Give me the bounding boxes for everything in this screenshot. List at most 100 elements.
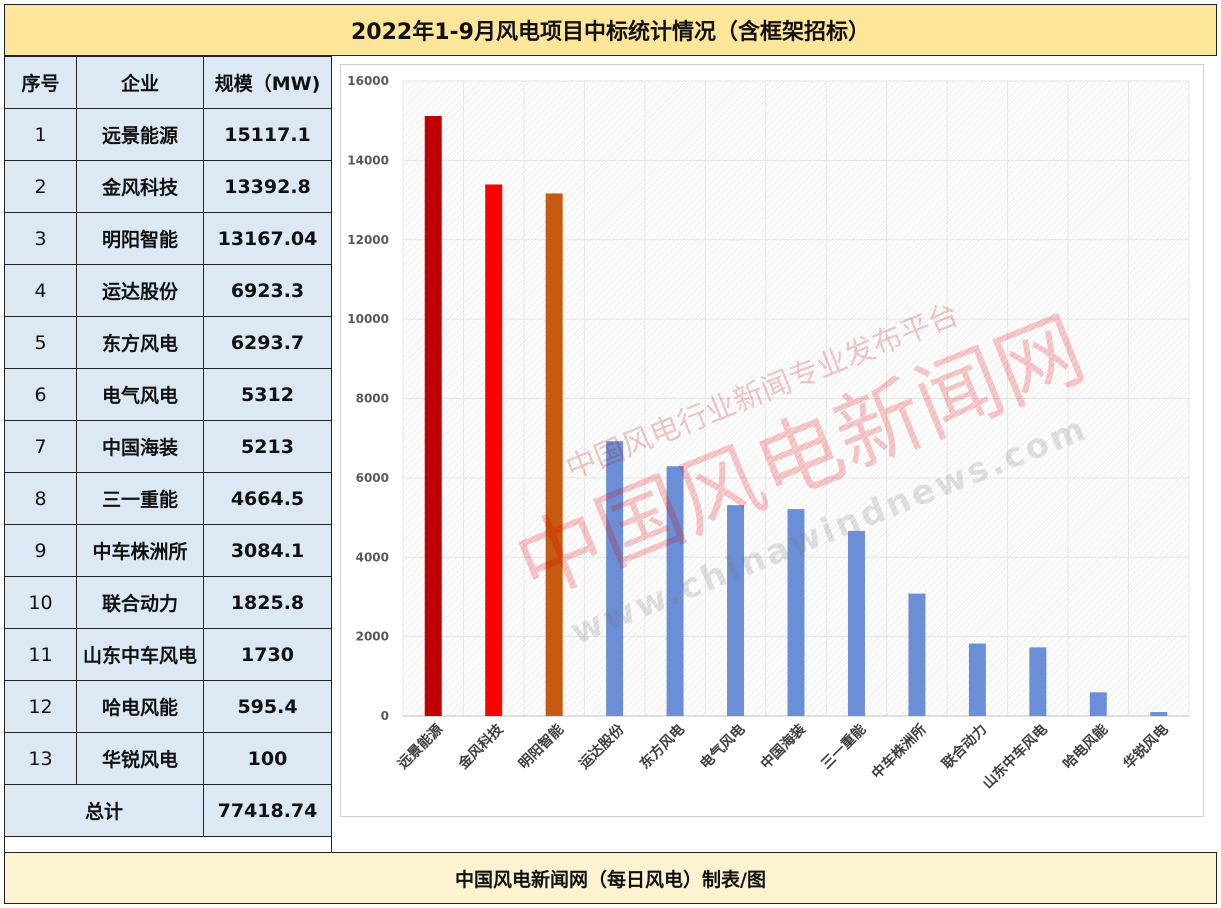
company-cell: 联合动力 bbox=[76, 576, 204, 629]
y-tick-label: 4000 bbox=[356, 550, 389, 564]
bar-3 bbox=[545, 193, 563, 716]
rank-cell: 5 bbox=[4, 316, 77, 369]
x-tick-label: 金风科技 bbox=[454, 720, 507, 773]
capacity-cell: 1730 bbox=[203, 628, 332, 681]
chart-area: 0 2000 4000 6000 8000 10000 12000 14000 16000 远景能… bbox=[340, 64, 1204, 817]
rank-cell: 3 bbox=[4, 212, 77, 265]
header-rank: 序号 bbox=[4, 56, 77, 109]
table-row: 13 华锐风电 100 bbox=[4, 732, 332, 785]
bar-8 bbox=[847, 530, 865, 716]
x-tick-label: 中车株洲所 bbox=[868, 721, 930, 783]
rank-cell: 12 bbox=[4, 680, 77, 733]
y-tick-label: 6000 bbox=[356, 471, 389, 485]
capacity-cell: 1825.8 bbox=[203, 576, 332, 629]
header-capacity: 规模（MW) bbox=[203, 56, 332, 109]
table-row: 5 东方风电 6293.7 bbox=[4, 316, 332, 369]
y-tick-label: 0 bbox=[381, 709, 389, 723]
company-cell: 山东中车风电 bbox=[76, 628, 204, 681]
company-cell: 运达股份 bbox=[76, 264, 204, 317]
ranking-table: 序号 企业 规模（MW) 1 远景能源 15117.1 2 金风科技 13392.8 3 明阳… bbox=[4, 56, 332, 837]
rank-cell: 9 bbox=[4, 524, 77, 577]
bar-1 bbox=[424, 116, 442, 716]
page-title: 2022年1-9月风电项目中标统计情况（含框架招标） bbox=[4, 4, 1217, 56]
bar-6 bbox=[727, 505, 745, 716]
x-tick-label: 哈电风能 bbox=[1060, 721, 1112, 773]
x-tick-label: 远景能源 bbox=[394, 721, 446, 773]
table-row: 9 中车株洲所 3084.1 bbox=[4, 524, 332, 577]
x-tick-label: 联合动力 bbox=[939, 721, 991, 773]
total-label: 总计 bbox=[4, 784, 204, 837]
y-tick-label: 14000 bbox=[347, 153, 389, 167]
table-row: 1 远景能源 15117.1 bbox=[4, 108, 332, 161]
capacity-cell: 15117.1 bbox=[203, 108, 332, 161]
table-header-row: 序号 企业 规模（MW) bbox=[4, 56, 332, 109]
table-row: 4 运达股份 6923.3 bbox=[4, 264, 332, 317]
x-tick-label: 华锐风电 bbox=[1120, 721, 1172, 773]
y-tick-label: 10000 bbox=[347, 312, 389, 326]
capacity-cell: 6293.7 bbox=[203, 316, 332, 369]
capacity-cell: 100 bbox=[203, 732, 332, 785]
header-company: 企业 bbox=[76, 56, 204, 109]
table-row: 6 电气风电 5312 bbox=[4, 368, 332, 421]
capacity-cell: 3084.1 bbox=[203, 524, 332, 577]
rank-cell: 8 bbox=[4, 472, 77, 525]
company-cell: 金风科技 bbox=[76, 160, 204, 213]
capacity-cell: 5213 bbox=[203, 420, 332, 473]
bar-4 bbox=[606, 441, 624, 716]
company-cell: 哈电风能 bbox=[76, 680, 204, 733]
company-cell: 东方风电 bbox=[76, 316, 204, 369]
rank-cell: 1 bbox=[4, 108, 77, 161]
rank-cell: 13 bbox=[4, 732, 77, 785]
table-row: 11 山东中车风电 1730 bbox=[4, 628, 332, 681]
company-cell: 远景能源 bbox=[76, 108, 204, 161]
bar-12 bbox=[1089, 692, 1107, 716]
bar-5 bbox=[666, 466, 684, 716]
company-cell: 中国海装 bbox=[76, 420, 204, 473]
footer-credit: 中国风电新闻网（每日风电）制表/图 bbox=[4, 852, 1217, 904]
table-row: 3 明阳智能 13167.04 bbox=[4, 212, 332, 265]
bar-7 bbox=[787, 509, 805, 716]
company-cell: 电气风电 bbox=[76, 368, 204, 421]
company-cell: 三一重能 bbox=[76, 472, 204, 525]
rank-cell: 11 bbox=[4, 628, 77, 681]
capacity-cell: 13392.8 bbox=[203, 160, 332, 213]
y-tick-label: 2000 bbox=[356, 630, 389, 644]
rank-cell: 10 bbox=[4, 576, 77, 629]
x-tick-label: 中国海装 bbox=[757, 720, 809, 772]
x-tick-label: 明阳智能 bbox=[515, 721, 567, 773]
table-row: 10 联合动力 1825.8 bbox=[4, 576, 332, 629]
company-cell: 华锐风电 bbox=[76, 732, 204, 785]
y-tick-label: 8000 bbox=[356, 392, 389, 406]
table-body: 1 远景能源 15117.1 2 金风科技 13392.8 3 明阳智能 13167.04 4 运达… bbox=[4, 108, 332, 785]
y-tick-label: 16000 bbox=[347, 74, 389, 88]
capacity-cell: 13167.04 bbox=[203, 212, 332, 265]
bar-2 bbox=[485, 184, 503, 716]
table-row: 7 中国海装 5213 bbox=[4, 420, 332, 473]
x-tick-label: 山东中车风电 bbox=[979, 721, 1050, 792]
rank-cell: 7 bbox=[4, 420, 77, 473]
capacity-cell: 595.4 bbox=[203, 680, 332, 733]
company-cell: 明阳智能 bbox=[76, 212, 204, 265]
bar-9 bbox=[908, 593, 926, 716]
bar-11 bbox=[1029, 647, 1047, 716]
x-tick-label: 运达股份 bbox=[576, 720, 628, 772]
table-row: 12 哈电风能 595.4 bbox=[4, 680, 332, 733]
capacity-cell: 5312 bbox=[203, 368, 332, 421]
y-tick-label: 12000 bbox=[347, 233, 389, 247]
x-tick-label: 东方风电 bbox=[636, 721, 688, 773]
table-row: 2 金风科技 13392.8 bbox=[4, 160, 332, 213]
rank-cell: 6 bbox=[4, 368, 77, 421]
rank-cell: 2 bbox=[4, 160, 77, 213]
bar-10 bbox=[968, 643, 986, 716]
total-value: 77418.74 bbox=[203, 784, 332, 837]
capacity-cell: 6923.3 bbox=[203, 264, 332, 317]
table-row: 8 三一重能 4664.5 bbox=[4, 472, 332, 525]
bar-chart: 0 2000 4000 6000 8000 10000 12000 14000 16000 远景能… bbox=[347, 74, 1190, 792]
company-cell: 中车株洲所 bbox=[76, 524, 204, 577]
bar-13 bbox=[1150, 712, 1168, 716]
rank-cell: 4 bbox=[4, 264, 77, 317]
capacity-cell: 4664.5 bbox=[203, 472, 332, 525]
x-tick-label: 电气风电 bbox=[697, 721, 749, 773]
x-tick-label: 三一重能 bbox=[818, 721, 870, 773]
table-total-row: 总计 77418.74 bbox=[4, 784, 332, 837]
